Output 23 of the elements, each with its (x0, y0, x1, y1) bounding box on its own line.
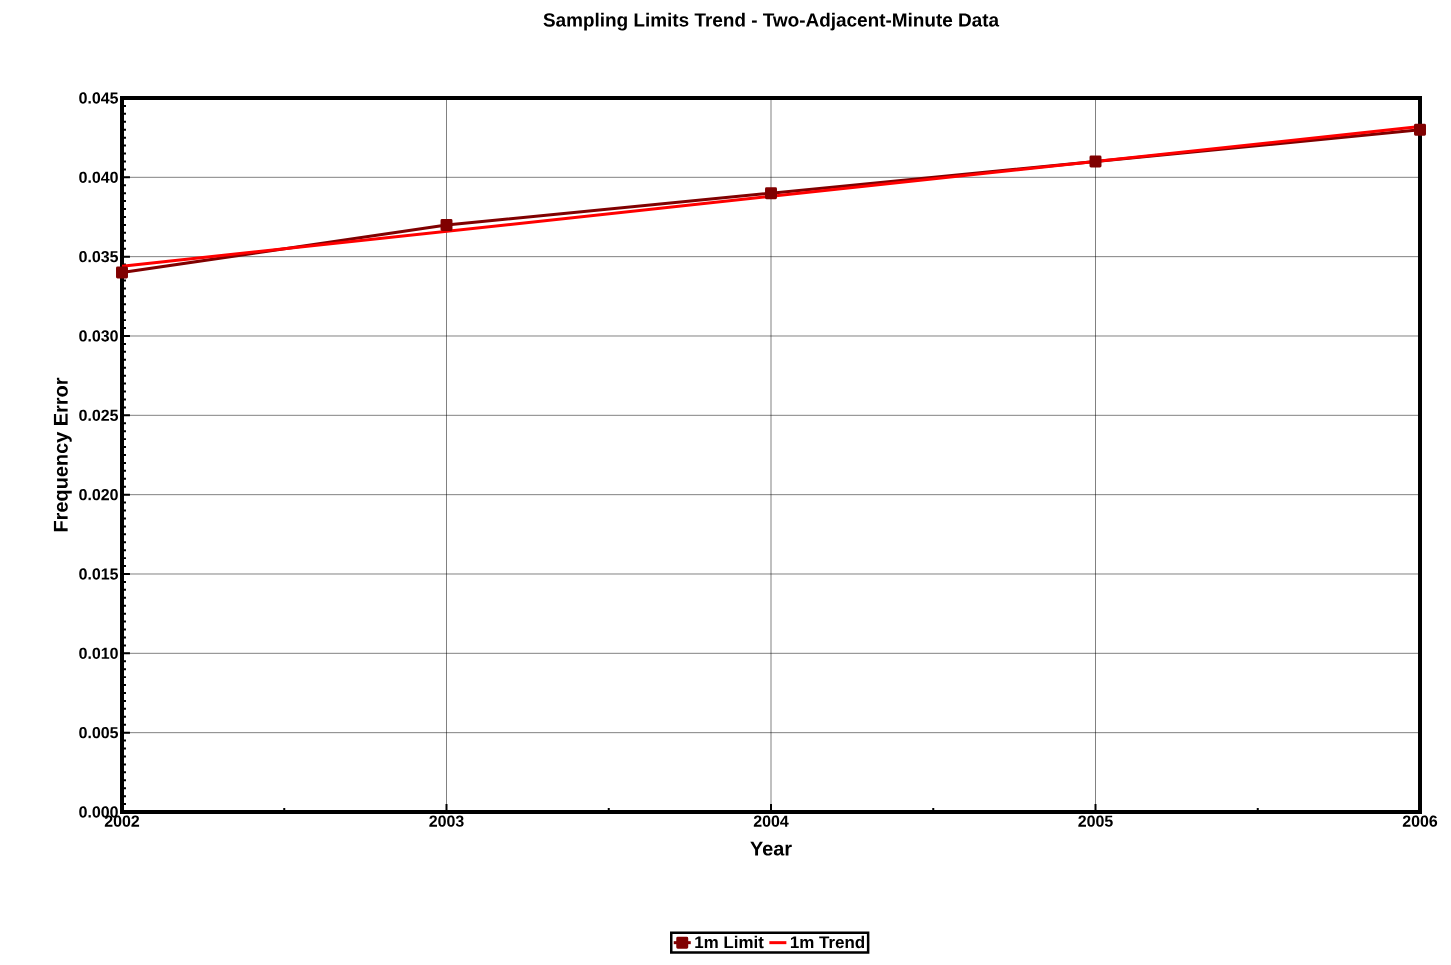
point (116, 266, 128, 279)
y-tick-label: 0.005 (79, 727, 119, 739)
y-tick-label: 0.030 (79, 330, 118, 342)
y-axis-title: Frequency Error (53, 377, 72, 532)
y-tick-label: 0.010 (79, 647, 118, 659)
x-tick-label: 2003 (429, 815, 464, 827)
point (765, 187, 777, 200)
legend-label: 1m Trend (790, 935, 865, 949)
x-tick-label: 2006 (1402, 815, 1438, 827)
x-axis-title: Year (750, 841, 792, 856)
y-tick-label: 0.020 (79, 489, 118, 501)
y-tick-label: 0.045 (79, 92, 119, 104)
legend-label: 1m Limit (695, 935, 764, 949)
y-tick-label: 0.035 (79, 251, 119, 263)
x-tick-label: 2005 (1078, 815, 1113, 827)
point (1089, 155, 1102, 168)
point (440, 218, 453, 231)
x-tick-label: 2004 (753, 815, 789, 827)
y-tick-label: 0.040 (79, 171, 118, 183)
y-tick-label: 0.025 (79, 409, 119, 421)
chart-title: Sampling Limits Trend - Two-Adjacent-Minute Data (543, 12, 1000, 31)
point (1414, 123, 1426, 136)
y-tick-label: 0.015 (79, 568, 119, 580)
